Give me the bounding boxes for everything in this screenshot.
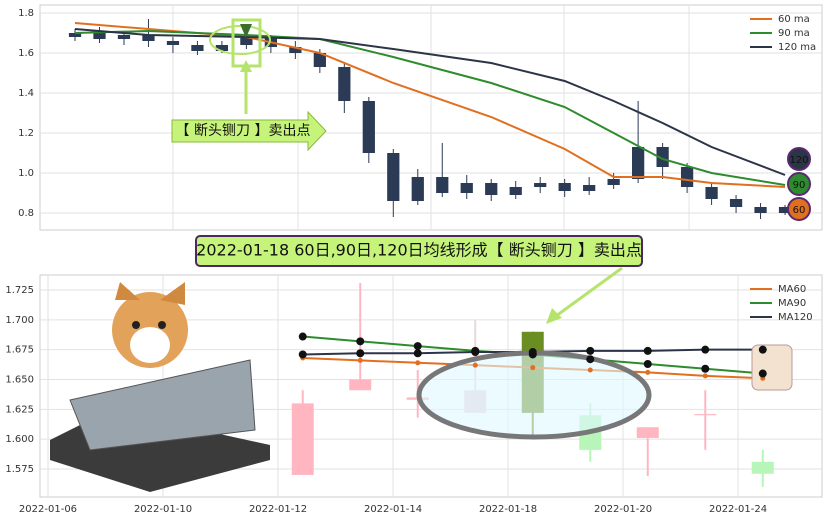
y-tick-label: 1.6 <box>18 48 34 59</box>
candle-body <box>166 41 180 45</box>
end-badge-label: 120 <box>789 155 808 166</box>
y-tick-label: 1.575 <box>5 464 34 475</box>
ma-point <box>413 349 422 358</box>
candle-body <box>534 183 547 187</box>
ma-point <box>472 362 478 368</box>
candle-body <box>215 45 229 51</box>
candle-body <box>338 67 351 101</box>
legend-label: 90 ma <box>778 28 810 39</box>
candle-body <box>509 187 522 195</box>
candle-body <box>436 177 449 193</box>
candle-body <box>558 183 571 191</box>
y-tick-label: 1.0 <box>18 168 34 179</box>
ma-point <box>357 357 363 363</box>
x-tick-label: 2022-01-10 <box>134 504 192 515</box>
ma-point <box>356 349 365 358</box>
ma-point <box>356 337 365 346</box>
ma-point <box>701 345 710 354</box>
y-tick-label: 0.8 <box>18 208 34 219</box>
candle-body <box>607 179 620 185</box>
candle-body <box>460 183 473 193</box>
legend-label: MA90 <box>778 298 806 309</box>
candle-body <box>142 35 155 41</box>
legend-label: MA60 <box>778 284 806 295</box>
candle-body <box>291 403 314 475</box>
y-tick-label: 1.8 <box>18 8 34 19</box>
candle-body <box>729 199 743 207</box>
end-badge <box>787 197 811 221</box>
ma-point <box>298 332 307 341</box>
y-tick-label: 1.700 <box>5 315 34 326</box>
x-tick-label: 2022-01-20 <box>594 504 652 515</box>
candle-body <box>362 101 375 153</box>
ma-line <box>74 28 786 176</box>
candle-body <box>349 379 372 391</box>
candle-body <box>583 185 596 191</box>
legend-label: MA120 <box>778 312 813 323</box>
end-badge <box>787 147 811 171</box>
candle-body <box>411 177 424 201</box>
x-tick-label: 2022-01-14 <box>364 504 422 515</box>
ma-point <box>586 355 595 364</box>
ma-point <box>471 348 480 357</box>
ma-point <box>701 364 710 373</box>
candle-body <box>680 167 694 187</box>
annotation: 2022-01-18 60日,90日,120日均线形成【 断头铡刀 】卖出点 <box>196 241 642 260</box>
y-tick-label: 1.650 <box>5 374 34 385</box>
candle-body <box>313 53 326 67</box>
candle-body <box>656 147 669 167</box>
ma-point <box>587 367 593 373</box>
y-tick-label: 1.2 <box>18 128 34 139</box>
candle-body <box>289 47 302 53</box>
candle-body <box>191 45 204 51</box>
legend-label: 60 ma <box>778 14 810 25</box>
candle-body <box>387 153 400 201</box>
x-tick-label: 2022-01-06 <box>19 504 77 515</box>
annotation: 【 断头铡刀 】卖出点 <box>176 123 311 139</box>
ma-point <box>413 342 422 351</box>
ma-point <box>530 365 536 371</box>
end-badge-label: 60 <box>793 205 806 216</box>
candle-body <box>705 187 718 199</box>
candle-body <box>778 207 792 213</box>
end-badge <box>787 172 811 196</box>
y-tick-label: 1.675 <box>5 345 34 356</box>
candle-body <box>240 37 253 45</box>
ma-point <box>298 350 307 359</box>
ma-point <box>702 373 708 379</box>
candle-body <box>485 183 498 195</box>
y-tick-label: 1.4 <box>18 88 34 99</box>
candle-body <box>68 33 82 37</box>
candle-body <box>694 414 717 416</box>
ma-point <box>643 359 652 368</box>
x-tick-label: 2022-01-24 <box>709 504 767 515</box>
ma-point <box>528 348 537 357</box>
ma-point <box>758 369 767 378</box>
end-badge-label: 90 <box>793 180 806 191</box>
ma-point <box>758 345 767 354</box>
candle-body <box>636 427 659 438</box>
y-tick-label: 1.600 <box>5 434 34 445</box>
candle-body <box>754 207 767 213</box>
legend-label: 120 ma <box>778 42 816 53</box>
x-tick-label: 2022-01-12 <box>249 504 307 515</box>
y-tick-label: 1.725 <box>5 285 34 296</box>
ma-point <box>586 346 595 355</box>
candle-body <box>632 147 645 179</box>
ma-point <box>415 360 421 366</box>
decoration <box>50 18 793 492</box>
ma-point <box>645 369 651 375</box>
y-tick-label: 1.625 <box>5 404 34 415</box>
x-tick-label: 2022-01-18 <box>479 504 537 515</box>
candle-body <box>117 35 131 39</box>
candle-body <box>93 33 106 39</box>
ma-point <box>643 346 652 355</box>
candle-body <box>751 461 774 474</box>
